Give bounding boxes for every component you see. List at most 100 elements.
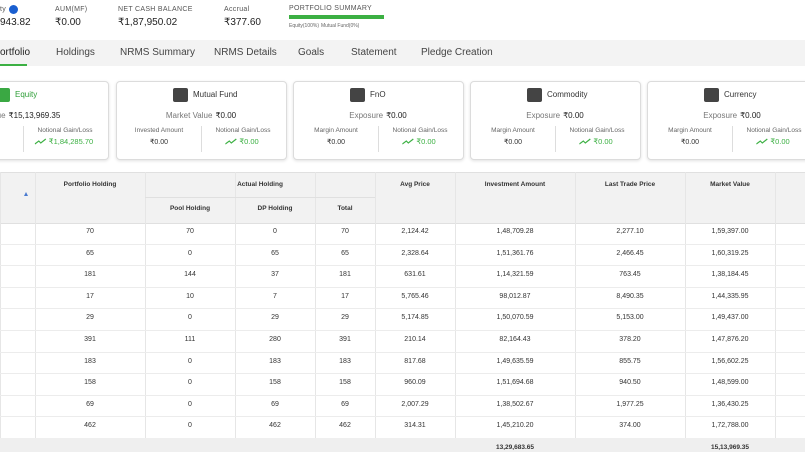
card-right-value: ₹0.00 — [402, 137, 436, 146]
card-divider — [732, 126, 733, 152]
headline-value: ₹0.00 — [386, 111, 407, 120]
column-border — [35, 172, 36, 452]
trend-icon — [579, 138, 591, 145]
summary-value: ₹0.00 — [55, 17, 81, 28]
table-cell: 0 — [188, 314, 192, 322]
card-left-value: ₹0.00 — [503, 139, 523, 146]
table-cell: 29 — [271, 314, 279, 322]
trend-icon — [34, 138, 47, 145]
card-left-value: ₹0.00 — [326, 139, 346, 146]
card-right-label: Notional Gain/Loss — [569, 127, 625, 134]
table-cell: 1,49,635.59 — [496, 357, 534, 365]
card-icon — [350, 88, 365, 102]
total-market-value: 15,13,969.35 — [711, 444, 749, 451]
table-cell: 1,56,602.25 — [711, 357, 749, 365]
asset-card[interactable]: Commodity Exposure ₹0.00 Margin Amount ₹0.00… — [470, 81, 641, 160]
info-icon — [9, 5, 18, 14]
headline-value: ₹0.00 — [563, 111, 584, 120]
table-cell: 183 — [84, 357, 96, 365]
table-cell: 65 — [86, 249, 94, 257]
trend-icon — [756, 138, 768, 145]
card-headline: Value₹15,13,969.35 — [0, 111, 60, 120]
card-divider — [378, 126, 379, 152]
table-cell: 374.00 — [619, 422, 641, 430]
table-cell: 1,49,437.00 — [711, 314, 749, 322]
tab[interactable]: NRMS Details — [214, 47, 277, 58]
table-cell: 1,44,335.95 — [711, 292, 749, 300]
table-cell: 29 — [341, 314, 349, 322]
summary-value: ₹377.60 — [224, 17, 261, 28]
row-border — [0, 373, 805, 375]
table-cell: 29 — [86, 314, 94, 322]
table-cell: 1,51,361.76 — [496, 249, 534, 257]
card-left-value: ₹0.00 — [680, 139, 700, 146]
summary-label: AUM(MF) — [55, 6, 88, 13]
table-cell: 183 — [339, 357, 351, 365]
table-cell: 37 — [271, 271, 279, 279]
table-cell: 1,60,319.25 — [711, 249, 749, 257]
table-cell: 8,490.35 — [616, 292, 644, 300]
tab[interactable]: Statement — [351, 47, 397, 58]
table-cell: 1,14,321.59 — [496, 271, 534, 279]
asset-card[interactable]: EquityValue₹15,13,969.35nt5Notional Gain… — [0, 81, 109, 160]
asset-card[interactable]: Currency Exposure ₹0.00 Margin Amount ₹0.00 N… — [647, 81, 805, 160]
table-cell: 1,38,502.67 — [496, 400, 534, 408]
table-cell: 462 — [84, 422, 96, 430]
table-cell: 0 — [188, 400, 192, 408]
tab[interactable]: ortfolio — [0, 47, 31, 58]
tab-bar — [0, 40, 805, 66]
table-cell: 1,47,876.20 — [711, 336, 749, 343]
table-cell: 1,38,184.45 — [711, 271, 749, 279]
table-cell: 69 — [271, 400, 279, 408]
sort-arrow — [24, 192, 28, 196]
card-right-value: ₹1,84,285.70 — [34, 137, 93, 146]
table-cell: 181 — [339, 271, 351, 279]
column-header: Market Value — [710, 181, 750, 188]
tab[interactable]: Holdings — [56, 47, 95, 58]
column-border — [235, 172, 236, 452]
table-cell: 855.75 — [619, 357, 641, 365]
card-headline: Exposure ₹0.00 — [349, 111, 406, 120]
asset-card[interactable]: FnO Exposure ₹0.00 Margin Amount ₹0.00 Notion… — [293, 81, 464, 160]
tab-underline — [0, 64, 27, 66]
column-border — [685, 172, 686, 452]
card-headline: Exposure ₹0.00 — [703, 111, 760, 120]
table-cell: 280 — [269, 336, 281, 343]
card-right-value: ₹0.00 — [225, 137, 259, 146]
table-cell: 70 — [186, 228, 194, 235]
table-cell: 0 — [273, 228, 277, 235]
table-cell: 1,977.25 — [616, 400, 644, 408]
card-title: Mutual Fund — [193, 90, 238, 99]
table-cell: 2,328.64 — [401, 249, 429, 257]
card-divider — [555, 126, 556, 152]
column-border — [775, 172, 776, 452]
summary-value: 943.82 — [0, 17, 31, 28]
table-cell: 210.14 — [404, 336, 426, 343]
summary-bar — [289, 15, 384, 19]
card-title: Equity — [15, 90, 38, 99]
tab[interactable]: NRMS Summary — [120, 47, 196, 58]
headline-label: Value — [0, 111, 6, 120]
table-cell: 940.50 — [619, 379, 641, 387]
table-cell: 82,164.43 — [499, 336, 531, 343]
card-title: Currency — [724, 90, 757, 99]
table-cell: 2,277.10 — [616, 228, 644, 235]
summary-value: ₹1,87,950.02 — [118, 17, 178, 28]
column-header: Last Trade Price — [604, 181, 656, 188]
table-cell: 391 — [339, 336, 351, 343]
table-cell: 69 — [86, 400, 94, 408]
trend-icon — [402, 138, 414, 145]
card-left-label: Margin Amount — [314, 127, 358, 134]
table-cell: 10 — [186, 292, 194, 300]
summary-label: Accrual — [224, 6, 250, 13]
tab[interactable]: Pledge Creation — [421, 47, 493, 58]
card-right-label: Notional Gain/Loss — [746, 127, 802, 134]
total-investment: 13,29,683.65 — [496, 444, 534, 451]
headline-label: Exposure — [349, 111, 384, 120]
headline-value: ₹0.00 — [740, 111, 761, 120]
tab[interactable]: Goals — [298, 47, 325, 58]
subheader-border — [145, 197, 375, 198]
table-cell: 70 — [341, 228, 349, 235]
asset-card[interactable]: Mutual Fund Market Value ₹0.00 Invested Amo… — [116, 81, 287, 160]
table-cell: 98,012.87 — [499, 292, 531, 300]
